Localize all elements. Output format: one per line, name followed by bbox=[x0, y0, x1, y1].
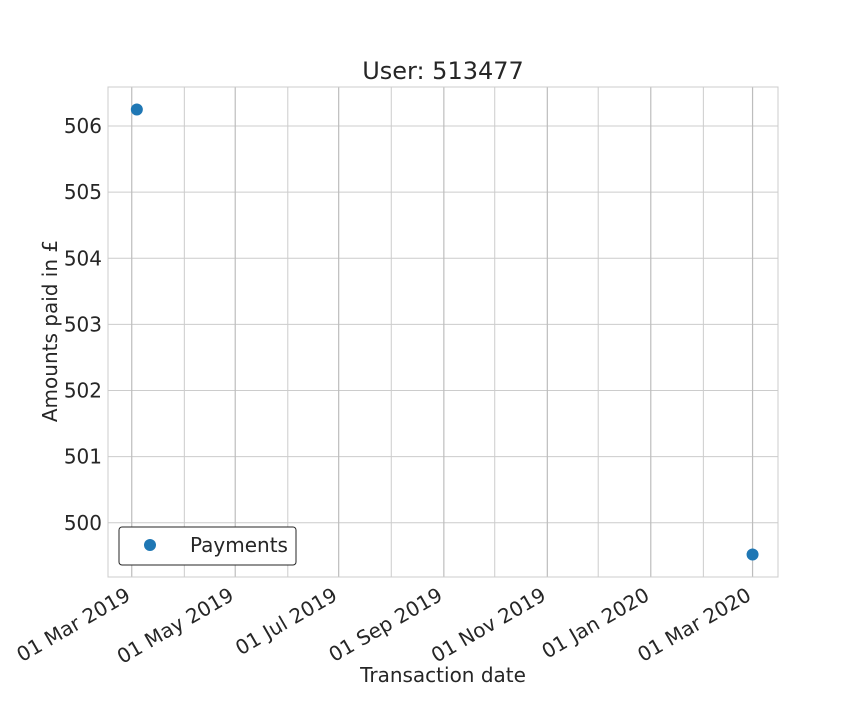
data-points bbox=[130, 103, 759, 561]
grid bbox=[108, 87, 778, 577]
x-tick-label: 01 Sep 2019 bbox=[325, 583, 447, 667]
data-point bbox=[746, 548, 759, 561]
chart-title: User: 513477 bbox=[362, 57, 524, 85]
y-tick-label: 501 bbox=[64, 445, 102, 469]
y-tick-label: 504 bbox=[64, 246, 102, 270]
legend-label-payments: Payments bbox=[190, 533, 288, 557]
data-point bbox=[130, 103, 143, 116]
y-tick-label: 500 bbox=[64, 511, 102, 535]
y-ticks: 500 501 502 503 504 505 506 bbox=[64, 114, 102, 535]
x-axis-label: Transaction date bbox=[359, 663, 526, 687]
legend-box bbox=[118, 526, 297, 566]
y-tick-label: 503 bbox=[64, 312, 102, 336]
y-tick-label: 502 bbox=[64, 379, 102, 403]
x-tick-label: 01 May 2019 bbox=[113, 583, 238, 669]
plot-frame bbox=[107, 86, 779, 578]
y-tick-label: 505 bbox=[64, 180, 102, 204]
legend-marker bbox=[144, 539, 156, 551]
y-axis-label: Amounts paid in £ bbox=[38, 240, 62, 422]
x-tick-label: 01 Jul 2019 bbox=[231, 583, 341, 660]
y-tick-label: 506 bbox=[64, 114, 102, 138]
x-tick-label: 01 Nov 2019 bbox=[427, 583, 550, 668]
x-tick-label: 01 Mar 2020 bbox=[633, 583, 755, 667]
legend: Payments bbox=[118, 526, 297, 566]
